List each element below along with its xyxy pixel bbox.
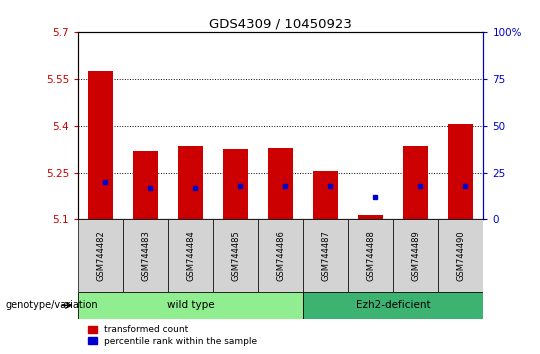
Bar [213, 219, 258, 292]
Bar [393, 219, 438, 292]
Bar [313, 171, 338, 219]
Bar [178, 146, 203, 219]
Bar [303, 219, 348, 292]
Text: GSM744488: GSM744488 [366, 230, 375, 281]
Bar [78, 219, 123, 292]
Bar [224, 149, 248, 219]
Text: genotype/variation: genotype/variation [5, 300, 98, 310]
Text: GSM744483: GSM744483 [141, 230, 150, 281]
Text: GSM744489: GSM744489 [411, 230, 420, 281]
Bar [403, 146, 428, 219]
Text: GSM744482: GSM744482 [96, 230, 105, 281]
Bar [258, 219, 303, 292]
Bar [303, 292, 483, 319]
Bar [348, 219, 393, 292]
Bar [78, 292, 303, 319]
Text: wild type: wild type [167, 300, 214, 310]
Bar [133, 151, 158, 219]
Bar [448, 124, 473, 219]
Bar [438, 219, 483, 292]
Legend: transformed count, percentile rank within the sample: transformed count, percentile rank withi… [88, 325, 258, 346]
Text: GSM744485: GSM744485 [231, 230, 240, 281]
Bar [268, 148, 293, 219]
Text: GSM744487: GSM744487 [321, 230, 330, 281]
Text: GSM744490: GSM744490 [456, 230, 465, 281]
Text: GSM744486: GSM744486 [276, 230, 285, 281]
Title: GDS4309 / 10450923: GDS4309 / 10450923 [210, 18, 352, 31]
Text: Ezh2-deficient: Ezh2-deficient [356, 300, 430, 310]
Text: GSM744484: GSM744484 [186, 230, 195, 281]
Bar [123, 219, 168, 292]
Bar [168, 219, 213, 292]
Bar [89, 71, 113, 219]
Bar [359, 215, 383, 219]
